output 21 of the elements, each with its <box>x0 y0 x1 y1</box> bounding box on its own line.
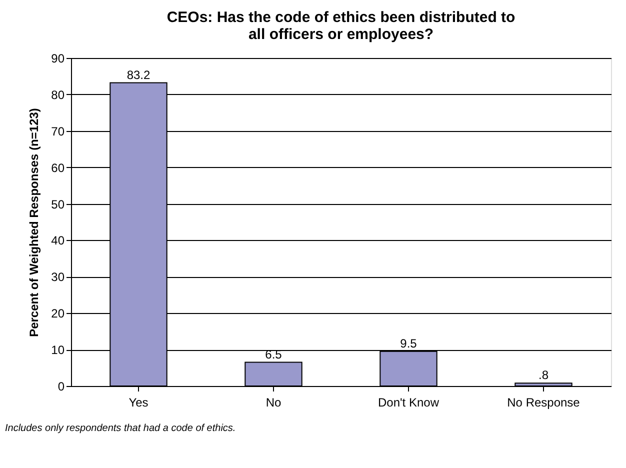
text: Includes only respondents that had a code of ethics. <box>5 423 236 434</box>
data-label: .8 <box>538 368 549 382</box>
y-tick-label: 80 <box>51 88 65 102</box>
data-label: 83.2 <box>126 68 150 82</box>
y-tick-label: 20 <box>51 306 65 321</box>
y-tick-label: 0 <box>58 380 65 394</box>
y-tick-label: 60 <box>51 160 65 175</box>
text: all officers or employees? <box>248 26 434 43</box>
y-tick-label: 10 <box>51 343 65 358</box>
x-tick-label: No Response <box>507 396 580 410</box>
y-tick-label: 30 <box>51 270 65 284</box>
text: CEOs: Has the code of ethics been distributed to <box>166 9 516 26</box>
data-label: 9.5 <box>400 336 418 350</box>
x-tick-label: No <box>266 396 282 410</box>
y-axis-title: Percent of Weighted Responses (n=123) <box>27 108 42 337</box>
x-tick-label: Don't Know <box>378 396 440 410</box>
y-tick-label: 50 <box>51 197 65 212</box>
y-tick-label: 90 <box>51 52 65 66</box>
y-tick-label: 40 <box>51 234 65 248</box>
x-tick-label: Yes <box>128 396 148 410</box>
y-tick-label: 70 <box>51 124 65 138</box>
